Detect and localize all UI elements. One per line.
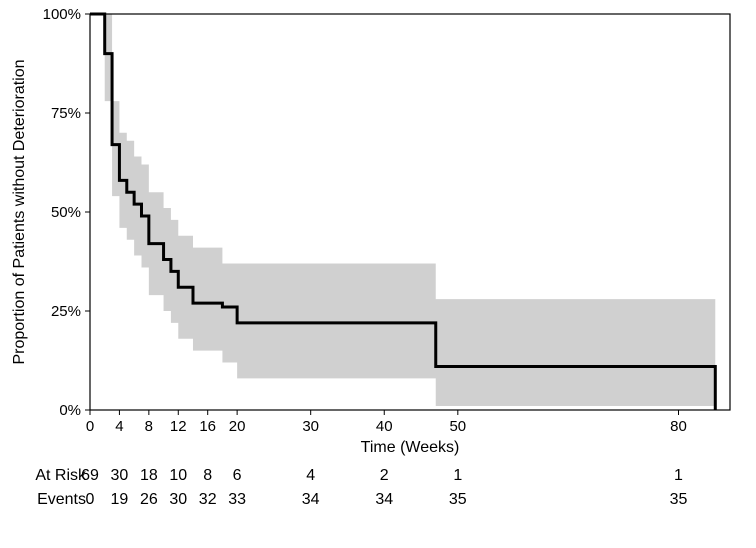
risk-table-cell: 34 bbox=[302, 491, 320, 508]
risk-table-cell: 35 bbox=[449, 491, 467, 508]
risk-table-cell: 1 bbox=[453, 467, 462, 484]
risk-table-cell: 69 bbox=[81, 467, 99, 484]
risk-table-cell: 0 bbox=[86, 491, 95, 508]
y-axis-label: Proportion of Patients without Deteriora… bbox=[11, 59, 28, 364]
y-tick-label: 25% bbox=[51, 303, 81, 320]
risk-table-cell: 19 bbox=[111, 491, 129, 508]
y-tick-label: 0% bbox=[59, 402, 81, 419]
risk-table-cell: 30 bbox=[169, 491, 187, 508]
y-tick-label: 75% bbox=[51, 105, 81, 122]
risk-table-cell: 18 bbox=[140, 467, 158, 484]
y-tick-label: 100% bbox=[43, 6, 81, 23]
risk-table-row-label: Events bbox=[37, 491, 86, 508]
x-tick-label: 50 bbox=[449, 418, 466, 435]
risk-table-row-label: At Risk bbox=[35, 467, 87, 484]
risk-table-cell: 8 bbox=[203, 467, 212, 484]
km-chart: 048121620304050800%25%50%75%100%Time (We… bbox=[0, 0, 756, 548]
risk-table-cell: 2 bbox=[380, 467, 389, 484]
x-tick-label: 16 bbox=[199, 418, 216, 435]
x-tick-label: 20 bbox=[229, 418, 246, 435]
risk-table-cell: 26 bbox=[140, 491, 158, 508]
y-tick-label: 50% bbox=[51, 204, 81, 221]
risk-table-cell: 33 bbox=[228, 491, 246, 508]
x-tick-label: 8 bbox=[145, 418, 153, 435]
x-tick-label: 30 bbox=[302, 418, 319, 435]
x-axis-label: Time (Weeks) bbox=[361, 439, 460, 456]
x-tick-label: 40 bbox=[376, 418, 393, 435]
risk-table-cell: 4 bbox=[306, 467, 315, 484]
risk-table-cell: 10 bbox=[169, 467, 187, 484]
risk-table-cell: 1 bbox=[674, 467, 683, 484]
x-tick-label: 80 bbox=[670, 418, 687, 435]
risk-table-cell: 35 bbox=[670, 491, 688, 508]
x-tick-label: 12 bbox=[170, 418, 187, 435]
risk-table-cell: 34 bbox=[375, 491, 393, 508]
x-tick-label: 4 bbox=[115, 418, 123, 435]
x-tick-label: 0 bbox=[86, 418, 94, 435]
risk-table-cell: 30 bbox=[111, 467, 129, 484]
risk-table-cell: 6 bbox=[233, 467, 242, 484]
risk-table-cell: 32 bbox=[199, 491, 217, 508]
